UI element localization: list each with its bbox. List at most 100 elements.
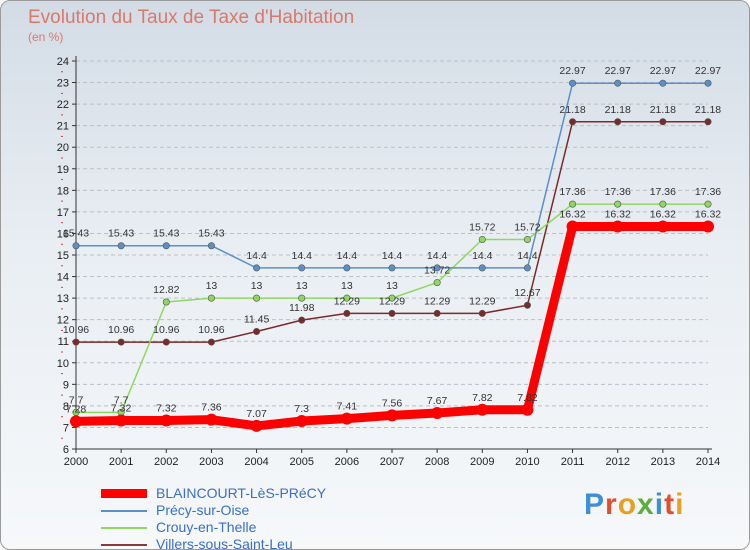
data-label: 14.4: [246, 250, 267, 262]
y-tick-label: 23: [57, 78, 69, 90]
data-label: 22.97: [650, 65, 676, 77]
data-point: [253, 264, 261, 272]
data-point: [207, 338, 215, 346]
y-tick-label: 17: [57, 207, 69, 219]
y-tick-label: 22: [57, 99, 69, 111]
data-label: 13: [251, 280, 263, 292]
y-tick-label: 20: [57, 142, 69, 154]
axes: 6 7 8 9 10 11 12 13 14 15 16 17 18 19 20 21 22 23 24 2000 20…: [57, 56, 720, 468]
data-label: 11.45: [244, 314, 270, 326]
proxiti-logo: Proxiti: [584, 488, 685, 521]
data-point: [117, 242, 125, 250]
data-point: [162, 298, 170, 306]
data-point: [702, 220, 714, 233]
series-layer: [70, 79, 714, 432]
data-point: [478, 235, 486, 243]
x-tick-label: 2004: [244, 456, 268, 468]
data-point: [433, 264, 441, 272]
data-label: 12.82: [153, 284, 179, 296]
data-point: [704, 200, 712, 208]
x-tick-label: 2009: [470, 456, 494, 468]
data-label: 21.18: [695, 104, 721, 116]
legend-label: Précy-sur-Oise: [156, 502, 250, 518]
data-label: 11.98: [289, 302, 315, 314]
legend-swatch: [101, 489, 147, 498]
x-tick-label: 2005: [289, 456, 313, 468]
data-point: [207, 242, 215, 250]
data-label: 13.72: [424, 265, 450, 277]
data-label: 10.96: [108, 324, 134, 336]
data-point: [162, 242, 170, 250]
chart-title: Evolution du Taux de Taxe d'Habitation: [28, 7, 355, 28]
data-point: [611, 220, 624, 233]
data-point: [388, 309, 396, 317]
data-point: [614, 118, 622, 126]
y-tick-label: 19: [57, 164, 69, 176]
data-point: [253, 328, 261, 336]
data-point: [659, 79, 667, 87]
x-tick-label: 2001: [109, 456, 133, 468]
data-point: [476, 403, 489, 416]
data-point: [523, 264, 531, 272]
legend-swatch: [101, 544, 147, 546]
legend-label: BLAINCOURT-LèS-PRéCY: [156, 485, 327, 501]
data-label: 13: [341, 280, 353, 292]
data-label: 21.18: [605, 104, 631, 116]
data-label: 22.97: [559, 65, 585, 77]
y-tick-label: 10: [57, 358, 69, 370]
data-point: [523, 235, 531, 243]
data-label: 15.43: [153, 228, 179, 240]
y-tick-label: 18: [57, 185, 69, 197]
data-label: 7.3: [294, 403, 309, 415]
data-point: [431, 407, 444, 420]
y-tick-label: 6: [63, 444, 69, 456]
data-labels: 7.28 7.32 7.32 7.36 7.07 7.3 7.41 7.56 7.67 7.82 7…: [63, 65, 721, 420]
data-label: 10.96: [153, 324, 179, 336]
y-tick-label: 13: [57, 293, 69, 305]
data-point: [656, 220, 669, 233]
data-point: [704, 118, 712, 126]
y-tick-label: 24: [57, 56, 69, 68]
data-label: 12.29: [424, 295, 450, 307]
data-point: [478, 264, 486, 272]
data-label: 17.36: [605, 186, 631, 198]
chart-unit: (en %): [28, 30, 64, 44]
legend-label: Crouy-en-Thelle: [156, 519, 257, 535]
data-label: 7.67: [427, 395, 448, 407]
data-point: [569, 79, 577, 87]
data-label: 16.32: [559, 209, 585, 221]
data-point: [704, 79, 712, 87]
data-label: 7.82: [472, 392, 493, 404]
data-point: [207, 294, 215, 302]
data-point: [569, 200, 577, 208]
data-point: [115, 414, 128, 427]
data-label: 14.4: [427, 250, 448, 262]
data-label: 17.36: [559, 186, 585, 198]
x-tick-label: 2010: [515, 456, 539, 468]
data-point: [433, 279, 441, 287]
data-label: 7.32: [111, 403, 132, 415]
y-tick-label: 12: [57, 315, 69, 327]
data-point: [160, 414, 173, 427]
data-label: 7.32: [156, 403, 177, 415]
data-point: [298, 264, 306, 272]
data-label: 22.97: [605, 65, 631, 77]
x-tick-label: 2007: [380, 456, 404, 468]
data-label: 15.72: [469, 221, 495, 233]
x-tick-label: 2003: [199, 456, 223, 468]
data-point: [162, 338, 170, 346]
x-tick-label: 2000: [64, 456, 88, 468]
data-label: 16.32: [695, 209, 721, 221]
data-label: 21.18: [650, 104, 676, 116]
x-tick-label: 2002: [154, 456, 178, 468]
data-label: 21.18: [559, 104, 585, 116]
data-point: [343, 294, 351, 302]
data-label: 13: [296, 280, 308, 292]
data-point: [295, 414, 308, 427]
data-point: [433, 309, 441, 317]
legend-label: Villers-sous-Saint-Leu: [156, 536, 293, 550]
data-point: [205, 413, 218, 426]
data-label: 12.29: [379, 295, 405, 307]
data-label: 15.72: [514, 221, 540, 233]
